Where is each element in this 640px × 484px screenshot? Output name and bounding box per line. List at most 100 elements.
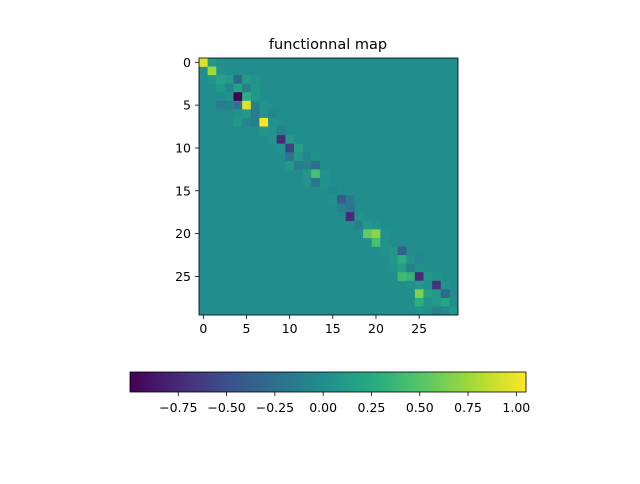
heatmap-cell xyxy=(414,297,424,307)
heatmap-cell xyxy=(242,117,252,127)
heatmap-cell xyxy=(423,289,433,299)
colorbar-tick-label: 0.50 xyxy=(406,400,434,415)
heatmap-cell xyxy=(293,152,303,162)
heatmap-cell xyxy=(242,92,252,102)
heatmap-cell xyxy=(268,117,277,127)
heatmap-cell xyxy=(380,237,390,247)
heatmap-cell xyxy=(233,92,243,102)
heatmap-cell xyxy=(440,289,450,299)
colorbar-tick-label: 0.25 xyxy=(358,400,386,415)
heatmap-cell xyxy=(432,297,442,307)
heatmap-cell xyxy=(388,255,398,264)
heatmap-cell xyxy=(414,255,424,264)
heatmap-cell xyxy=(440,306,450,316)
heatmap-cell xyxy=(233,83,243,93)
colorbar-frame xyxy=(129,371,527,393)
heatmap-cell xyxy=(440,297,450,307)
heatmap-cell xyxy=(224,75,234,84)
heatmap-cell xyxy=(242,109,252,119)
heatmap-cell xyxy=(285,152,295,162)
heatmap-cell xyxy=(268,135,277,144)
heatmap-cell xyxy=(345,195,355,204)
heatmap-cell xyxy=(423,280,433,290)
heatmap-cell xyxy=(311,177,321,187)
heatmap-cell xyxy=(414,280,424,290)
heatmap-cell xyxy=(380,246,390,256)
heatmap-cell xyxy=(406,272,416,282)
heatmap-cell xyxy=(414,306,424,316)
x-tick-label: 20 xyxy=(368,321,384,336)
heatmap-cell xyxy=(423,272,433,282)
heatmap-cell xyxy=(250,75,260,84)
heatmap-cell xyxy=(432,289,442,299)
heatmap-cell xyxy=(199,58,208,67)
heatmap-cell xyxy=(302,152,312,162)
heatmap-cell xyxy=(259,109,269,119)
heatmap-plot: 0 5 10 15 20 25 0 5 10 15 20 25 xyxy=(175,55,459,336)
chart-title: functionnal map xyxy=(269,37,387,53)
heatmap-cell xyxy=(302,177,312,187)
heatmap-cell xyxy=(397,255,407,264)
y-tick-label: 0 xyxy=(183,55,191,70)
heatmap-cell xyxy=(406,263,416,273)
heatmap-cell xyxy=(388,246,398,256)
heatmap-cell xyxy=(406,255,416,264)
heatmap-cell xyxy=(207,58,217,67)
heatmap-cell xyxy=(354,220,364,230)
heatmap-cell xyxy=(311,152,321,162)
colorbar-tick-label: −0.50 xyxy=(207,400,245,415)
heatmap-cell xyxy=(345,212,355,222)
x-tick-label: 15 xyxy=(325,321,341,336)
heatmap-cell xyxy=(371,229,381,239)
heatmap-cell xyxy=(406,280,416,290)
heatmap-cell xyxy=(380,229,390,239)
colorbar-tick-label: 1.00 xyxy=(502,400,530,415)
heatmap-cell xyxy=(250,109,260,119)
heatmap-cell xyxy=(337,195,347,204)
heatmap-cell xyxy=(319,169,329,179)
x-tick-label: 25 xyxy=(411,321,427,336)
heatmap-cell xyxy=(371,237,381,247)
heatmap-cell xyxy=(302,169,312,179)
colorbar-tick-label: 0.00 xyxy=(309,400,337,415)
heatmap-cell xyxy=(388,263,398,273)
heatmap-cell xyxy=(250,117,260,127)
heatmap-cell xyxy=(371,220,381,230)
heatmap-cell xyxy=(337,203,347,213)
heatmap-cell xyxy=(242,100,252,110)
heatmap-cell xyxy=(216,100,226,110)
heatmap-cell xyxy=(233,117,243,127)
heatmap-frame xyxy=(198,57,459,316)
heatmap-cell xyxy=(268,109,277,119)
heatmap-cell xyxy=(233,100,243,110)
heatmap-cell xyxy=(285,160,295,170)
heatmap-cell xyxy=(363,220,372,230)
heatmap-cell xyxy=(414,263,424,273)
heatmap-cell xyxy=(259,126,269,136)
x-tick-label: 0 xyxy=(199,321,207,336)
heatmap-cell xyxy=(311,169,321,179)
y-tick-label: 5 xyxy=(183,98,191,113)
heatmap-cell xyxy=(224,92,234,102)
colorbar-fill xyxy=(130,372,526,392)
heatmap-cell xyxy=(432,306,442,316)
heatmap-cell xyxy=(293,143,303,153)
heatmap-cell xyxy=(276,135,286,144)
colorbar-tick-label: 0.75 xyxy=(454,400,482,415)
heatmap-cell xyxy=(414,289,424,299)
heatmap-cell xyxy=(250,100,260,110)
x-tick-label: 5 xyxy=(243,321,251,336)
heatmap-cell xyxy=(242,83,252,93)
colorbar-tick-label: −0.25 xyxy=(256,400,294,415)
heatmap-cell xyxy=(363,229,372,239)
heatmap-cell xyxy=(207,75,217,84)
heatmap-cell xyxy=(276,143,286,153)
y-tick-label: 15 xyxy=(175,183,191,198)
heatmap-cell xyxy=(250,92,260,102)
heatmap-cell xyxy=(397,263,407,273)
heatmap-cell xyxy=(311,160,321,170)
y-tick-label: 25 xyxy=(175,269,191,284)
heatmap-cell xyxy=(207,66,217,76)
